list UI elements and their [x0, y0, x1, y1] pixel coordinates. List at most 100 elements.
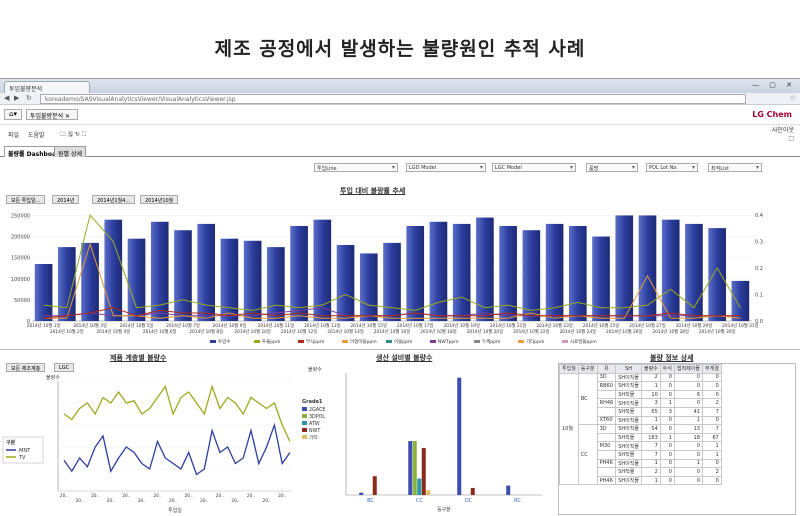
month-cell: 10월	[559, 372, 579, 486]
x-tick-label: 2014년 10월 12일	[281, 328, 318, 335]
table-row[interactable]: M30 SH이직물 7 0 0 1	[560, 441, 722, 451]
table-cell: 1	[640, 415, 661, 426]
series-line-mnt	[63, 422, 291, 476]
filter-line-select[interactable]: 투입Line	[314, 163, 398, 172]
x-tick-label: BC	[367, 498, 374, 504]
back-arrow-icon[interactable]: ◀	[4, 94, 10, 102]
table-cell: 0	[702, 415, 722, 426]
filter-product-select[interactable]: 품명	[586, 163, 638, 172]
table-header-cell[interactable]: 유	[596, 364, 617, 374]
x-tick-label: 2014년 10월 27일	[629, 322, 666, 329]
top-trend-chart[interactable]: 0 50000 100000 150000 200000 250000 0.0 0.1 0.2 0…	[0, 203, 800, 349]
legend-swatch	[298, 340, 304, 343]
table-cell: 18	[673, 432, 704, 443]
table-cell	[596, 406, 617, 417]
menu-file[interactable]: 파일	[8, 132, 20, 139]
table-header-cell[interactable]: 접착제이물	[673, 364, 704, 374]
filter-list-select[interactable]: 최적List	[708, 163, 762, 172]
x-tick-label: 20..	[122, 493, 130, 499]
table-row[interactable]: 10월 BC 3D SH이직물 2 0 0 0	[559, 372, 722, 486]
table-cell: 0	[673, 381, 704, 391]
legend-label: 3DPOL	[309, 414, 325, 420]
forward-arrow-icon[interactable]: ▶	[14, 94, 20, 102]
star-icon[interactable]: ☆	[789, 94, 796, 102]
x-tick-label: 2014년 10월 21일	[490, 322, 527, 329]
home-button[interactable]: ⌂▾	[4, 109, 22, 120]
table-cell	[596, 467, 617, 477]
table-cell: 0	[659, 381, 675, 391]
table-row[interactable]: PH46 SH이직물 1 0 1 0	[560, 458, 722, 469]
bar-input-count	[568, 226, 587, 321]
y-right-tick-label: 0.0	[755, 319, 763, 325]
sign-out-link[interactable]: 사인아웃	[771, 127, 794, 134]
detail-table-wrapper[interactable]: 투입월 등구분 유 SH 불량수 두식 접착제이물 무게결 10월 BC 3D SH이직물 2 0 0 0 RB…	[558, 363, 796, 515]
bl-breadcrumb-lgc[interactable]: LGC	[54, 363, 75, 372]
table-cell: 2	[702, 467, 722, 477]
maximize-icon[interactable]: □	[788, 135, 794, 142]
table-row[interactable]: CC 3D SH이직물 54 0 13 7	[560, 424, 722, 486]
breadcrumb-month[interactable]: 2014년10월	[140, 195, 179, 204]
bar-input-count	[267, 247, 285, 321]
product-defect-line-chart[interactable]: 불량수 20.. 20.. 20.. 20.. 20.. 20.. 20.. 20.. 20.. 2…	[0, 373, 300, 515]
menu-help[interactable]: 도움말	[28, 132, 45, 139]
bar-input-count	[476, 217, 494, 321]
breadcrumb-all[interactable]: 모든 투입일...	[6, 195, 46, 204]
bar-input-count	[81, 242, 99, 321]
y-left-tick-label: 200000	[11, 235, 30, 241]
report-tab-button[interactable]: 투입불량분석 ✕	[26, 109, 78, 120]
x-tick-label: 20..	[263, 498, 271, 504]
breadcrumb-quarter[interactable]: 2014년1월4...	[92, 195, 136, 204]
x-tick-label: 2014년 10월 13일	[304, 322, 341, 329]
x-tick-label: 20..	[216, 493, 224, 499]
bar-input-count	[685, 223, 703, 321]
table-cell: RH46	[596, 398, 617, 408]
x-tick-label: 2014년 10월 9일	[213, 322, 247, 329]
url-field[interactable]: koreademo/SASVisualAnalyticsViewer/Visua…	[40, 94, 746, 104]
tab-detail[interactable]: 원별 상세	[54, 146, 86, 158]
table-row[interactable]: SH직물 183 1 18 67	[560, 432, 722, 443]
legend-label: MNT	[19, 448, 31, 454]
table-cell: 0	[659, 441, 675, 451]
table-cell: SH직물	[615, 449, 642, 460]
x-axis-label: 투입일	[168, 507, 182, 514]
table-header-cell[interactable]: SH	[615, 364, 642, 374]
x-tick-label: CC	[416, 498, 423, 504]
x-tick-label: RC	[514, 498, 521, 504]
table-cell: 2	[640, 372, 661, 383]
table-row[interactable]: SH직물 2 0 0 2	[560, 467, 722, 477]
bm-chart-title: 생산 설비별 불량수	[376, 354, 433, 362]
table-header-cell[interactable]: 두식	[659, 364, 675, 374]
filter-lgc-model-select[interactable]: LGC Model	[492, 163, 576, 172]
x-tick-label: 2014년 10월 20일	[467, 328, 504, 335]
x-tick-label: 2014년 10월 14일	[327, 328, 364, 335]
section-divider	[0, 349, 800, 350]
bl-breadcrumb-all[interactable]: 모든 제조계층	[6, 363, 46, 372]
table-cell: 2	[640, 467, 661, 477]
bar-input-count	[336, 245, 355, 321]
table-cell: M30	[596, 441, 617, 451]
x-tick-label: 20..	[138, 498, 146, 504]
filter-row: 투입Line LGD Model LGC Model 품명 POL Lot No…	[0, 163, 800, 177]
reload-icon[interactable]: ↻	[26, 94, 32, 102]
filter-lgd-model-select[interactable]: LGD Model	[406, 163, 486, 172]
browser-tab[interactable]: 투입불량분석	[4, 81, 90, 93]
toolbar-icons[interactable]: 🗀 🖫 ↻ ⛶	[60, 131, 87, 138]
legend-swatch	[430, 340, 436, 343]
table-header-cell[interactable]: 불량수	[640, 364, 661, 374]
bar-input-count	[150, 221, 169, 321]
table-row[interactable]: PH46 SH이직물 1 0 0 0	[560, 475, 722, 486]
table-cell: SH이직물	[615, 381, 642, 391]
table-row[interactable]: SH직물 65 3 41 7	[560, 406, 722, 417]
table-header-cell[interactable]: 투입월	[559, 364, 579, 374]
legend-label: 시료밀율ppm	[570, 338, 597, 345]
table-cell: 0	[673, 372, 704, 383]
table-header-cell[interactable]: 무게결	[702, 364, 722, 374]
filter-pol-lot-select[interactable]: POL Lot No.	[646, 163, 698, 172]
window-controls[interactable]: — ▢ ✕	[752, 81, 796, 89]
table-cell: 7	[640, 441, 661, 451]
breadcrumb-year[interactable]: 2014년	[52, 195, 80, 204]
table-header-cell[interactable]: 등구분	[577, 364, 598, 374]
x-axis-label: 등구분	[437, 507, 451, 513]
y-left-tick-label: 150000	[11, 256, 30, 262]
